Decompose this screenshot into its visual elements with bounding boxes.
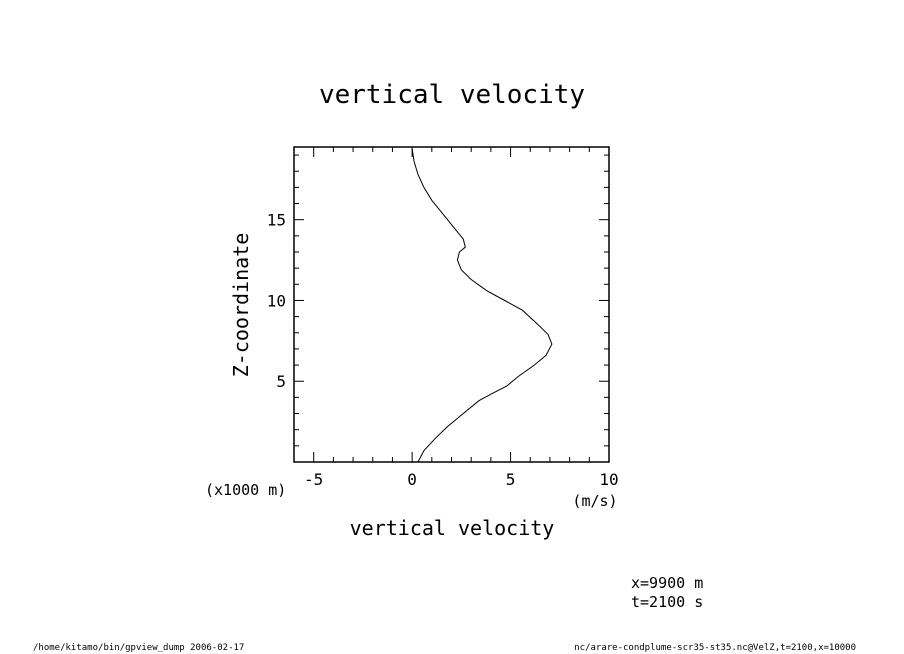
x-axis-label: vertical velocity [350, 516, 555, 540]
y-tick-label: 5 [276, 372, 286, 391]
plot-area-border [293, 146, 610, 463]
y-axis-unit: (x1000 m) [205, 481, 286, 499]
plot-frame [293, 146, 610, 463]
chart-title: vertical velocity [319, 80, 585, 110]
x-axis-unit: (m/s) [572, 492, 617, 510]
axis-ticks [293, 147, 610, 463]
y-axis-label: Z-coordinate [229, 233, 253, 378]
x-tick-label: 10 [599, 470, 618, 489]
series-lines [411, 148, 553, 463]
y-tick-label: 10 [267, 291, 286, 310]
x-tick-label: -5 [304, 470, 323, 489]
x-tick-label: 5 [506, 470, 516, 489]
footer-right: nc/arare-condplume-scr35-st35.nc@VelZ,t=… [574, 643, 856, 653]
y-tick-label: 15 [267, 211, 286, 230]
velocity-profile-line [411, 148, 553, 463]
tick-labels: -5 0 5 10 5 10 15 [267, 211, 619, 489]
footer-left: /home/kitamo/bin/gpview_dump 2006-02-17 [33, 643, 244, 653]
x-tick-label: 0 [407, 470, 417, 489]
time-annotation: t=2100 s [631, 593, 703, 611]
x-position-annotation: x=9900 m [631, 574, 703, 592]
